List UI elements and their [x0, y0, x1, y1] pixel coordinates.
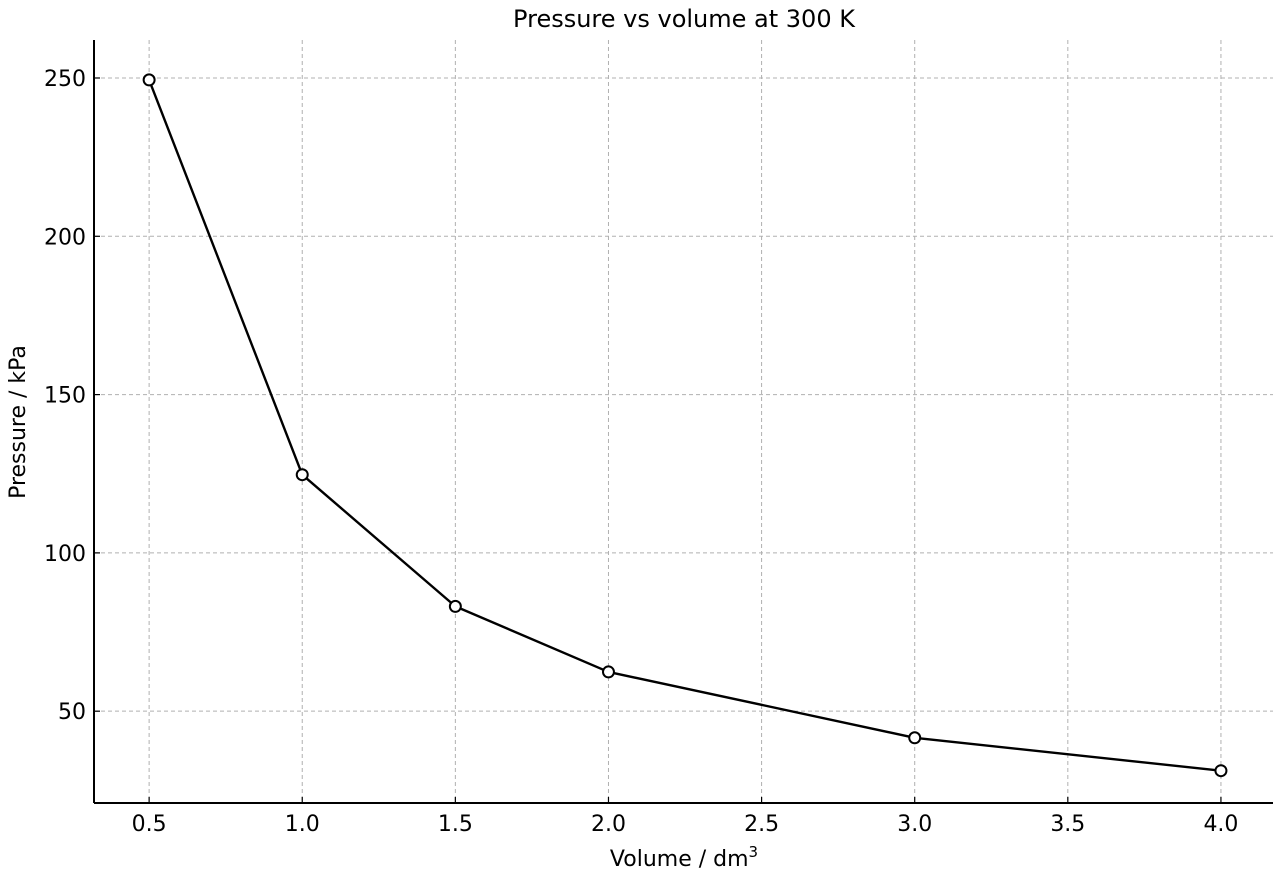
x-tick-label: 2.0 — [591, 812, 626, 837]
x-axis-label-superscript: 3 — [749, 843, 759, 861]
series-line — [148, 79, 1222, 772]
y-ticks: 50 100 150 200 250 — [44, 67, 100, 725]
y-tick-label: 250 — [44, 67, 86, 92]
markers — [142, 73, 1228, 778]
y-tick-label: 50 — [58, 700, 86, 725]
y-tick-label: 150 — [44, 384, 86, 409]
x-tick-label: 3.5 — [1050, 812, 1085, 837]
x-tick-label: 3.0 — [897, 812, 932, 837]
x-tick-label: 0.5 — [132, 812, 167, 837]
data-point — [601, 665, 615, 679]
y-axis-label: Pressure / kPa — [6, 345, 31, 499]
data-point — [908, 731, 922, 745]
x-axis-label: Volume / dm3 — [610, 843, 758, 872]
series — [148, 79, 1222, 772]
y-tick-label: 100 — [44, 542, 86, 567]
grid — [94, 40, 1273, 803]
data-point — [295, 468, 309, 482]
x-tick-label: 4.0 — [1203, 812, 1238, 837]
chart-title: Pressure vs volume at 300 K — [513, 5, 856, 33]
x-axis-label-text: Volume / dm — [610, 847, 749, 872]
data-point — [1214, 764, 1228, 778]
x-tick-label: 1.5 — [438, 812, 473, 837]
x-tick-label: 2.5 — [744, 812, 779, 837]
y-tick-label: 200 — [44, 225, 86, 250]
x-ticks: 0.5 1.0 1.5 2.0 2.5 3.0 3.5 4.0 — [132, 797, 1238, 837]
data-point — [142, 73, 156, 87]
x-tick-label: 1.0 — [285, 812, 320, 837]
axes — [93, 40, 1273, 804]
data-point — [448, 599, 462, 613]
